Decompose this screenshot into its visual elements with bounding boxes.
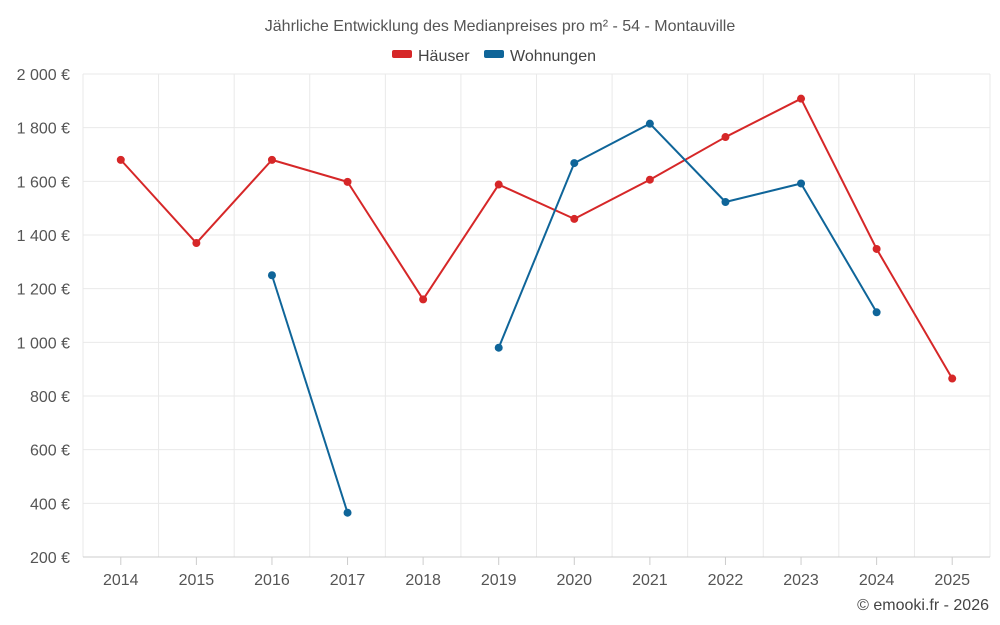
series-line-wohnungen bbox=[497, 122, 878, 349]
data-point-haeuser-2023[interactable] bbox=[797, 94, 806, 103]
y-tick-label: 1 600 € bbox=[17, 174, 70, 191]
legend-swatch-haeuser bbox=[392, 50, 412, 58]
x-tick-label: 2020 bbox=[556, 572, 592, 589]
y-tick-label: 2 000 € bbox=[17, 67, 70, 84]
y-tick-label: 1 400 € bbox=[17, 228, 70, 245]
x-tick-label: 2015 bbox=[179, 572, 215, 589]
data-point-haeuser-2014[interactable] bbox=[116, 155, 125, 164]
x-tick-label: 2019 bbox=[481, 572, 517, 589]
y-tick-label: 1 800 € bbox=[17, 121, 70, 138]
data-point-haeuser-2017[interactable] bbox=[343, 177, 352, 186]
series-line-wohnungen bbox=[271, 274, 349, 514]
chart-title: Jährliche Entwicklung des Medianpreises … bbox=[265, 18, 736, 35]
series-line-haeuser bbox=[120, 97, 954, 380]
x-tick-label: 2017 bbox=[330, 572, 366, 589]
series-haeuser bbox=[116, 94, 957, 383]
data-point-wohnungen-2023[interactable] bbox=[797, 179, 806, 188]
data-point-wohnungen-2024[interactable] bbox=[872, 308, 881, 317]
y-tick-label: 800 € bbox=[30, 389, 70, 406]
data-point-wohnungen-2022[interactable] bbox=[721, 197, 730, 206]
y-tick-label: 600 € bbox=[30, 443, 70, 460]
data-point-haeuser-2020[interactable] bbox=[570, 214, 579, 223]
x-tick-label: 2023 bbox=[783, 572, 819, 589]
x-tick-label: 2014 bbox=[103, 572, 139, 589]
series bbox=[116, 94, 957, 517]
data-point-wohnungen-2020[interactable] bbox=[570, 159, 579, 168]
x-tick-label: 2024 bbox=[859, 572, 895, 589]
legend-swatch-wohnungen bbox=[484, 50, 504, 58]
credit-text: © emooki.fr - 2026 bbox=[857, 597, 989, 614]
axes: 200 € 400 € 600 € 800 € 1 000 € 1 200 € 1 400 … bbox=[17, 67, 990, 589]
data-point-haeuser-2021[interactable] bbox=[645, 175, 654, 184]
legend-item-wohnungen[interactable]: Wohnungen bbox=[484, 48, 596, 65]
data-point-haeuser-2018[interactable] bbox=[419, 295, 428, 304]
data-point-wohnungen-2021[interactable] bbox=[645, 119, 654, 128]
data-point-wohnungen-2016[interactable] bbox=[267, 271, 276, 280]
series-wohnungen bbox=[267, 119, 881, 517]
x-tick-label: 2016 bbox=[254, 572, 290, 589]
data-point-haeuser-2025[interactable] bbox=[948, 374, 957, 383]
data-point-haeuser-2016[interactable] bbox=[267, 155, 276, 164]
x-tick-label: 2025 bbox=[934, 572, 970, 589]
data-point-haeuser-2019[interactable] bbox=[494, 180, 503, 189]
legend-item-haeuser[interactable]: Häuser bbox=[392, 48, 470, 65]
data-point-haeuser-2024[interactable] bbox=[872, 244, 881, 253]
data-point-wohnungen-2019[interactable] bbox=[494, 343, 503, 352]
legend-label-wohnungen: Wohnungen bbox=[510, 48, 596, 65]
y-tick-label: 200 € bbox=[30, 550, 70, 567]
x-tick-label: 2022 bbox=[708, 572, 744, 589]
x-tick-label: 2018 bbox=[405, 572, 441, 589]
y-tick-label: 1 200 € bbox=[17, 282, 70, 299]
x-tick-label: 2021 bbox=[632, 572, 668, 589]
y-tick-label: 1 000 € bbox=[17, 335, 70, 352]
grid bbox=[82, 73, 991, 557]
data-point-haeuser-2015[interactable] bbox=[192, 239, 201, 248]
data-point-wohnungen-2017[interactable] bbox=[343, 508, 352, 517]
data-point-haeuser-2022[interactable] bbox=[721, 133, 730, 142]
legend-label-haeuser: Häuser bbox=[418, 48, 470, 65]
y-tick-label: 400 € bbox=[30, 496, 70, 513]
legend: Häuser Wohnungen bbox=[392, 48, 596, 65]
